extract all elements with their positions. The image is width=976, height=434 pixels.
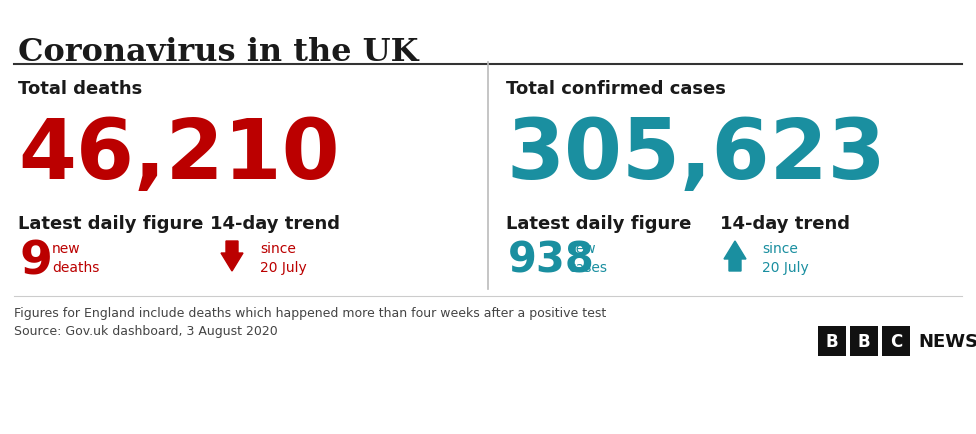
Text: since
20 July: since 20 July [260,241,306,275]
Text: 9: 9 [20,240,53,284]
Text: new
cases: new cases [568,241,607,275]
Text: NEWS: NEWS [918,332,976,350]
Text: 14-day trend: 14-day trend [210,214,340,233]
Text: since
20 July: since 20 July [762,241,809,275]
Text: 305,623: 305,623 [506,115,885,196]
Bar [818,326,846,356]
Text: Figures for England include deaths which happened more than four weeks after a p: Figures for England include deaths which… [14,306,606,319]
Text: Latest daily figure: Latest daily figure [506,214,691,233]
Text: B: B [826,332,838,350]
Text: Total confirmed cases: Total confirmed cases [506,80,726,98]
Text: Source: Gov.uk dashboard, 3 August 2020: Source: Gov.uk dashboard, 3 August 2020 [14,324,278,337]
Text: new
deaths: new deaths [52,241,100,275]
Text: 938: 938 [508,240,595,281]
Text: B: B [858,332,871,350]
FancyArrow shape [221,241,243,271]
Bar [850,326,878,356]
Text: Coronavirus in the UK: Coronavirus in the UK [18,37,419,68]
Text: Total deaths: Total deaths [18,80,142,98]
Text: Latest daily figure: Latest daily figure [18,214,203,233]
FancyArrow shape [724,241,746,271]
Text: 46,210: 46,210 [18,115,340,196]
Bar [882,326,910,356]
Text: 14-day trend: 14-day trend [720,214,850,233]
Text: C: C [890,332,902,350]
